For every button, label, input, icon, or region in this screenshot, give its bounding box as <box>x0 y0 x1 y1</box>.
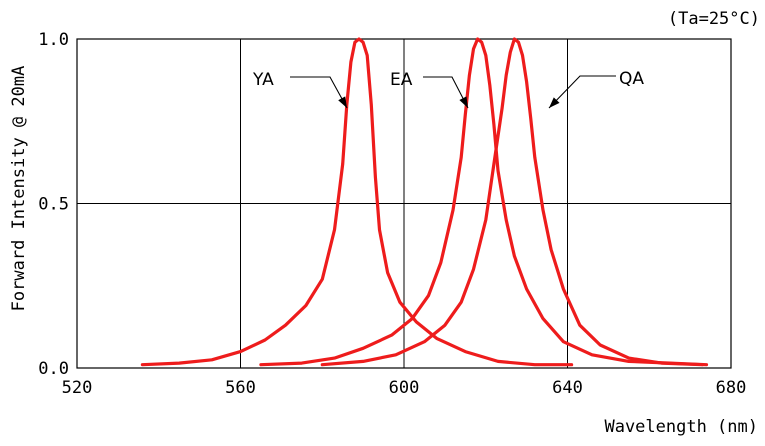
x-tick-label: 640 <box>552 378 583 398</box>
curve-label-qa: QA <box>619 69 644 89</box>
y-tick-label: 0.5 <box>38 195 69 215</box>
y-tick-label: 1.0 <box>38 30 69 50</box>
arrowhead-ya <box>338 96 347 108</box>
series-line-ea <box>259 37 709 367</box>
arrowhead-ea <box>459 96 468 108</box>
grid-layer <box>76 38 732 369</box>
arrowhead-qa <box>549 97 560 108</box>
x-tick-label: 520 <box>62 378 93 398</box>
leader-line-qa <box>548 75 616 109</box>
tick-layer: 520 560 600 640 680 0.0 0.5 1.0 <box>38 30 746 398</box>
x-tick-label: 560 <box>225 378 256 398</box>
y-axis-label: Forward Intensity @ 20mA <box>9 66 29 312</box>
leader-line-ya <box>290 76 348 109</box>
leader-line-ea <box>423 76 469 109</box>
y-tick-label: 0.0 <box>38 359 69 379</box>
label-layer: YA EA QA <box>252 69 644 109</box>
x-axis-label: Wavelength (nm) <box>604 417 758 437</box>
curve-label-ea: EA <box>390 70 413 90</box>
x-tick-label: 600 <box>389 378 420 398</box>
series-line-qa <box>320 37 705 367</box>
series-line-ya <box>140 37 574 367</box>
curve-label-ya: YA <box>252 70 274 90</box>
condition-annotation: (Ta=25°C) <box>668 9 760 29</box>
series-layer <box>140 37 709 367</box>
x-tick-label: 680 <box>716 378 747 398</box>
